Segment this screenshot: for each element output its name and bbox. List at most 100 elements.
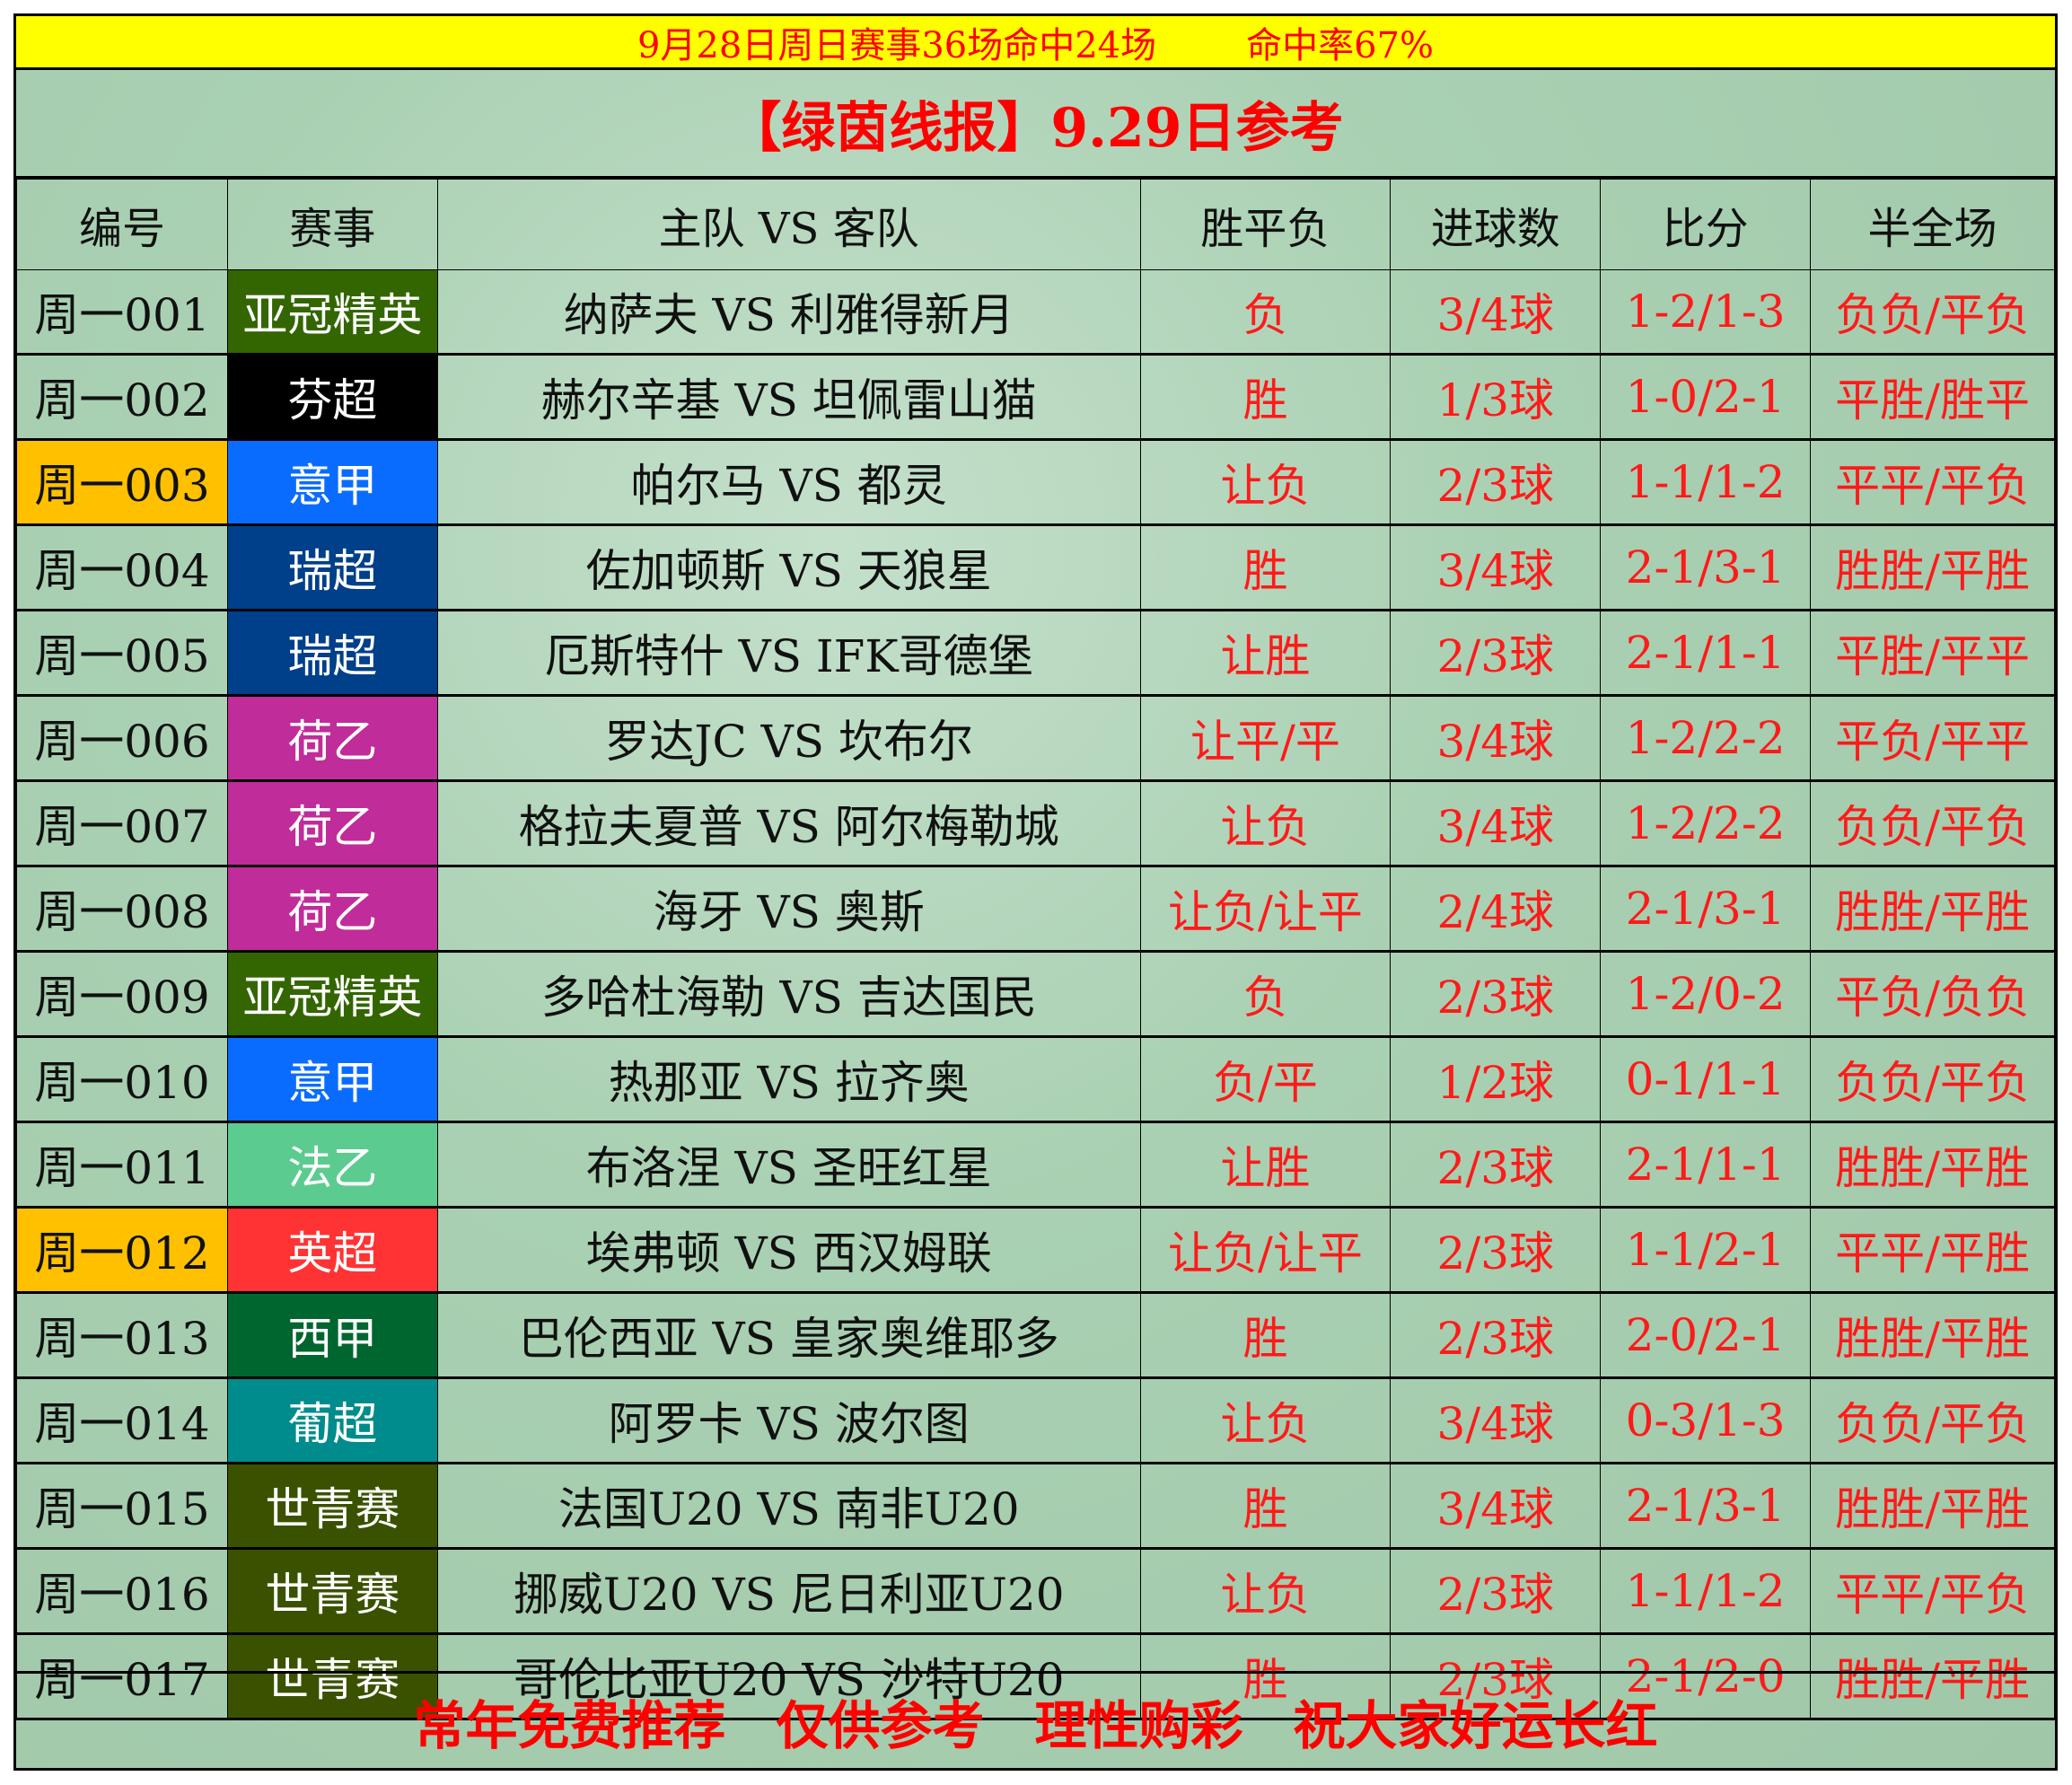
- row-id: 周一006: [16, 695, 228, 781]
- row-match: 法国U20 VS 南非U20: [436, 1463, 1141, 1549]
- header-match: 主队 VS 客队: [436, 179, 1141, 270]
- table-row: 周一007 荷乙 格拉夫夏普 VS 阿尔梅勒城 让负 3/4球 1-2/2-2 负负/平负: [16, 780, 2055, 866]
- row-league: 意甲: [226, 439, 438, 525]
- row-score: 1-2/1-3: [1600, 269, 1812, 355]
- table-row: 周一013 西甲 巴伦西亚 VS 皇家奥维耶多胜 2/3球 2-0/2-1 胜胜/平胜: [16, 1292, 2055, 1378]
- row-goals: 2/3球: [1390, 951, 1602, 1037]
- row-score: 2-1/3-1: [1600, 524, 1812, 611]
- footer-slogan: 常年免费推荐 仅供参考 理性购彩 祝大家好运长红: [16, 1671, 2055, 1768]
- row-half-full: 胜胜/平胜: [1810, 1633, 2055, 1719]
- row-goals: 2/4球: [1390, 866, 1602, 952]
- row-goals: 2/3球: [1390, 1633, 1602, 1719]
- row-score: 1-2/2-2: [1600, 695, 1812, 781]
- row-goals: 3/4球: [1390, 1377, 1602, 1464]
- row-league: 荷乙: [226, 780, 438, 866]
- row-id: 周一012: [16, 1207, 228, 1293]
- table-row: 周一001 亚冠精英 纳萨夫 VS 利雅得新月负 3/4球 1-2/1-3 负负/平负: [16, 269, 2055, 355]
- row-score: 1-2/0-2: [1600, 951, 1812, 1037]
- row-result: 负: [1139, 269, 1392, 355]
- row-score: 2-1/2-0: [1600, 1633, 1812, 1719]
- recommendation-board: 9月28日周日赛事36场命中24场 命中率67% 【绿茵线报】9.29日参考 编…: [13, 13, 2058, 1771]
- row-result: 让负: [1139, 439, 1392, 525]
- row-goals: 3/4球: [1390, 1463, 1602, 1549]
- row-league: 世青赛: [226, 1463, 438, 1549]
- row-result: 让胜: [1139, 610, 1392, 696]
- row-match: 海牙 VS 奥斯: [436, 866, 1141, 952]
- row-goals: 2/3球: [1390, 1207, 1602, 1293]
- row-goals: 2/3球: [1390, 1292, 1602, 1378]
- row-match: 布洛涅 VS 圣旺红星: [436, 1121, 1141, 1208]
- page-title: 【绿茵线报】9.29日参考: [16, 70, 2055, 179]
- row-half-full: 平平/平胜: [1810, 1207, 2055, 1293]
- row-match: 挪威U20 VS 尼日利亚U20: [436, 1548, 1141, 1634]
- row-match: 热那亚 VS 拉齐奥: [436, 1036, 1141, 1122]
- row-match: 佐加顿斯 VS 天狼星: [436, 524, 1141, 611]
- row-league: 亚冠精英: [226, 951, 438, 1037]
- row-half-full: 胜胜/平胜: [1810, 1121, 2055, 1208]
- row-result: 让负: [1139, 1377, 1392, 1464]
- row-goals: 3/4球: [1390, 269, 1602, 355]
- table-row: 周一008 荷乙 海牙 VS 奥斯 让负/让平 2/4球 2-1/3-1 胜胜/平胜: [16, 866, 2055, 952]
- row-score: 2-1/1-1: [1600, 1121, 1812, 1208]
- row-id: 周一010: [16, 1036, 228, 1122]
- row-half-full: 胜胜/平胜: [1810, 1292, 2055, 1378]
- row-id: 周一011: [16, 1121, 228, 1208]
- table-row: 周一012 英超 埃弗顿 VS 西汉姆联 让负/让平 2/3球 1-1/2-1 平平/平胜: [16, 1207, 2055, 1293]
- row-league: 荷乙: [226, 695, 438, 781]
- row-league: 芬超: [226, 354, 438, 440]
- row-league: 法乙: [226, 1121, 438, 1208]
- footer-text: 常年免费推荐: [413, 1694, 726, 1756]
- row-id: 周一008: [16, 866, 228, 952]
- row-id: 周一001: [16, 269, 228, 355]
- row-league: 世青赛: [226, 1633, 438, 1719]
- table-row: 周一005 瑞超 厄斯特什 VS IFK哥德堡 让胜 2/3球 2-1/1-1 平胜/平平: [16, 610, 2055, 696]
- table-row: 周一002 芬超 赫尔辛基 VS 坦佩雷山猫胜 1/3球 1-0/2-1 平胜/胜平: [16, 354, 2055, 440]
- row-score: 0-1/1-1: [1600, 1036, 1812, 1122]
- row-result: 让负/让平: [1139, 866, 1392, 952]
- table-row: 周一015 世青赛 法国U20 VS 南非U20 胜 3/4球 2-1/3-1 胜胜/平胜: [16, 1463, 2055, 1549]
- row-id: 周一013: [16, 1292, 228, 1378]
- row-goals: 1/2球: [1390, 1036, 1602, 1122]
- row-match: 厄斯特什 VS IFK哥德堡: [436, 610, 1141, 696]
- row-result: 让负/让平: [1139, 1207, 1392, 1293]
- row-score: 1-1/1-2: [1600, 439, 1812, 525]
- header-goals: 进球数: [1390, 179, 1602, 270]
- header-league: 赛事: [226, 179, 438, 270]
- row-id: 周一016: [16, 1548, 228, 1634]
- row-match: 哥伦比亚U20 VS 沙特U20: [436, 1633, 1141, 1719]
- row-league: 西甲: [226, 1292, 438, 1378]
- row-id: 周一004: [16, 524, 228, 611]
- row-result: 让平/平: [1139, 695, 1392, 781]
- row-id: 周一003: [16, 439, 228, 525]
- row-score: 2-1/1-1: [1600, 610, 1812, 696]
- row-result: 胜: [1139, 1292, 1392, 1378]
- row-half-full: 平胜/平平: [1810, 610, 2055, 696]
- row-score: 2-1/3-1: [1600, 1463, 1812, 1549]
- row-half-full: 负负/平负: [1810, 780, 2055, 866]
- row-score: 1-0/2-1: [1600, 354, 1812, 440]
- table-header-row: 编号 赛事 主队 VS 客队 胜平负 进球数 比分 半全场: [16, 179, 2055, 270]
- row-league: 葡超: [226, 1377, 438, 1464]
- row-score: 2-1/3-1: [1600, 866, 1812, 952]
- table-row: 周一004 瑞超 佐加顿斯 VS 天狼星胜 3/4球 2-1/3-1 胜胜/平胜: [16, 524, 2055, 611]
- row-goals: 1/3球: [1390, 354, 1602, 440]
- row-league: 意甲: [226, 1036, 438, 1122]
- table-row: 周一016 世青赛 挪威U20 VS 尼日利亚U20 让负 2/3球 1-1/1-2 平平/…: [16, 1548, 2055, 1634]
- table-row: 周一006 荷乙 罗达JC VS 坎布尔 让平/平 3/4球 1-2/2-2 平负/平平: [16, 695, 2055, 781]
- row-match: 阿罗卡 VS 波尔图: [436, 1377, 1141, 1464]
- row-match: 格拉夫夏普 VS 阿尔梅勒城: [436, 780, 1141, 866]
- row-half-full: 平平/平负: [1810, 1548, 2055, 1634]
- row-league: 英超: [226, 1207, 438, 1293]
- hit-rate-text: 命中率67%: [1246, 24, 1435, 66]
- row-goals: 3/4球: [1390, 524, 1602, 611]
- row-id: 周一007: [16, 780, 228, 866]
- row-id: 周一014: [16, 1377, 228, 1464]
- header-half-full: 半全场: [1810, 179, 2055, 270]
- table-row: 周一014 葡超 阿罗卡 VS 波尔图 让负 3/4球 0-3/1-3 负负/平负: [16, 1377, 2055, 1464]
- header-score: 比分: [1600, 179, 1812, 270]
- row-league: 瑞超: [226, 524, 438, 611]
- row-match: 纳萨夫 VS 利雅得新月: [436, 269, 1141, 355]
- row-league: 亚冠精英: [226, 269, 438, 355]
- row-half-full: 负负/平负: [1810, 1036, 2055, 1122]
- row-result: 让胜: [1139, 1121, 1392, 1208]
